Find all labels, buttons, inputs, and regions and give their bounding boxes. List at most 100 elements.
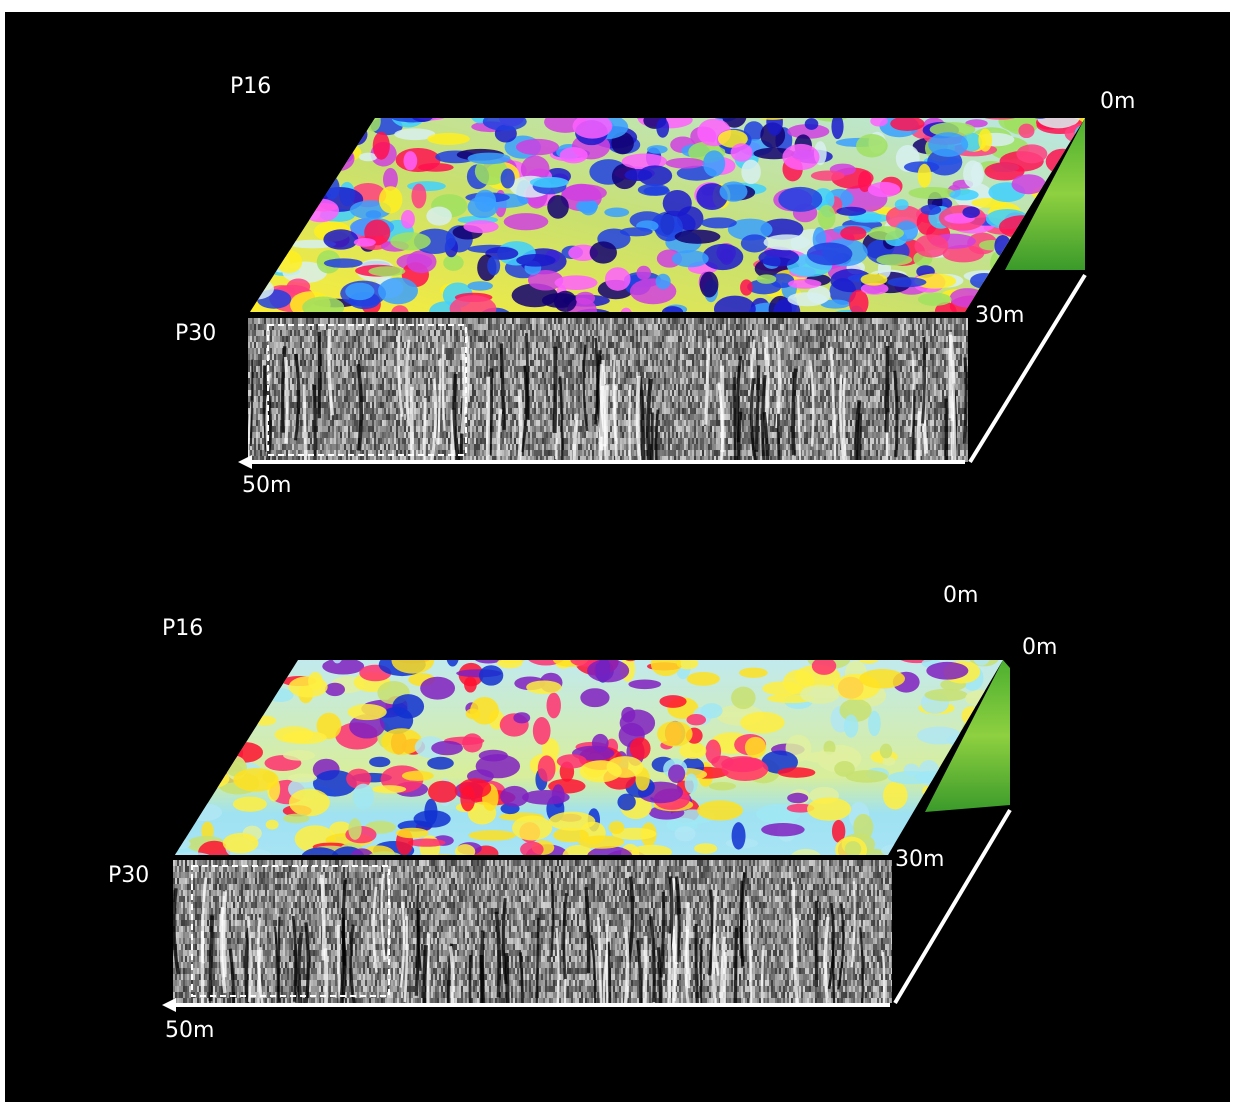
texture (434, 360, 436, 366)
texture (564, 366, 566, 372)
texture (366, 324, 368, 330)
texture (616, 336, 618, 342)
texture (616, 318, 618, 324)
texture (378, 342, 380, 348)
texture (488, 372, 490, 378)
texture (308, 408, 310, 414)
texture (592, 372, 594, 378)
texture (402, 426, 404, 432)
texture (503, 213, 549, 231)
texture (292, 444, 294, 450)
texture (548, 330, 550, 336)
texture (276, 348, 278, 354)
texture (310, 438, 312, 444)
texture (362, 438, 364, 444)
texture (566, 318, 568, 324)
texture (592, 354, 594, 360)
texture (316, 330, 318, 336)
texture (334, 318, 336, 324)
texture (574, 384, 576, 390)
texture (292, 384, 294, 390)
texture (298, 438, 300, 444)
texture (364, 318, 366, 324)
texture (468, 396, 470, 402)
texture (564, 378, 566, 384)
texture (294, 360, 296, 366)
texture (418, 408, 420, 414)
texture (474, 189, 497, 213)
texture (760, 218, 804, 240)
texture (434, 342, 436, 348)
texture (540, 348, 542, 354)
texture (384, 324, 386, 330)
texture (294, 396, 296, 402)
texture (538, 318, 540, 324)
texture (538, 360, 540, 366)
texture (314, 336, 316, 342)
texture (394, 348, 396, 354)
texture (518, 384, 520, 390)
texture (278, 432, 280, 438)
texture (384, 426, 386, 432)
texture (394, 402, 396, 408)
texture (278, 456, 280, 462)
texture (460, 360, 462, 366)
texture (418, 432, 420, 438)
texture (456, 396, 458, 402)
texture (368, 414, 370, 420)
texture (348, 324, 350, 330)
texture (490, 342, 492, 348)
texture (392, 366, 394, 372)
texture (578, 336, 580, 342)
texture (358, 318, 360, 324)
texture (280, 354, 282, 360)
texture (504, 354, 506, 360)
texture (368, 438, 370, 444)
texture (440, 354, 442, 360)
texture (566, 336, 568, 342)
texture (374, 336, 376, 342)
texture (318, 432, 320, 438)
texture (562, 318, 564, 324)
texture (552, 372, 554, 378)
texture (472, 354, 474, 360)
texture (444, 414, 446, 420)
texture (426, 390, 428, 396)
texture (512, 402, 514, 408)
texture (578, 426, 580, 432)
texture (300, 432, 302, 438)
texture (546, 390, 548, 396)
texture (350, 366, 352, 372)
texture (568, 450, 570, 456)
texture (470, 372, 472, 378)
texture (308, 324, 310, 330)
texture (284, 342, 286, 348)
texture (590, 378, 592, 384)
texture (506, 408, 508, 414)
texture (322, 438, 324, 444)
texture (620, 348, 622, 354)
texture (836, 206, 867, 216)
texture (536, 330, 538, 336)
texture (554, 438, 556, 444)
texture (446, 438, 448, 444)
texture (404, 354, 406, 360)
texture (368, 450, 370, 456)
texture (536, 438, 538, 444)
texture (254, 372, 256, 378)
texture (278, 396, 280, 402)
texture (502, 438, 504, 444)
texture (506, 414, 508, 420)
texture (332, 396, 334, 402)
texture (492, 420, 494, 426)
texture (478, 426, 480, 432)
texture (262, 408, 264, 414)
texture (560, 438, 562, 444)
texture (470, 354, 472, 360)
texture (564, 456, 566, 462)
texture (428, 342, 430, 348)
texture (354, 408, 356, 414)
texture (526, 318, 528, 324)
texture (550, 456, 552, 462)
texture (478, 342, 480, 348)
